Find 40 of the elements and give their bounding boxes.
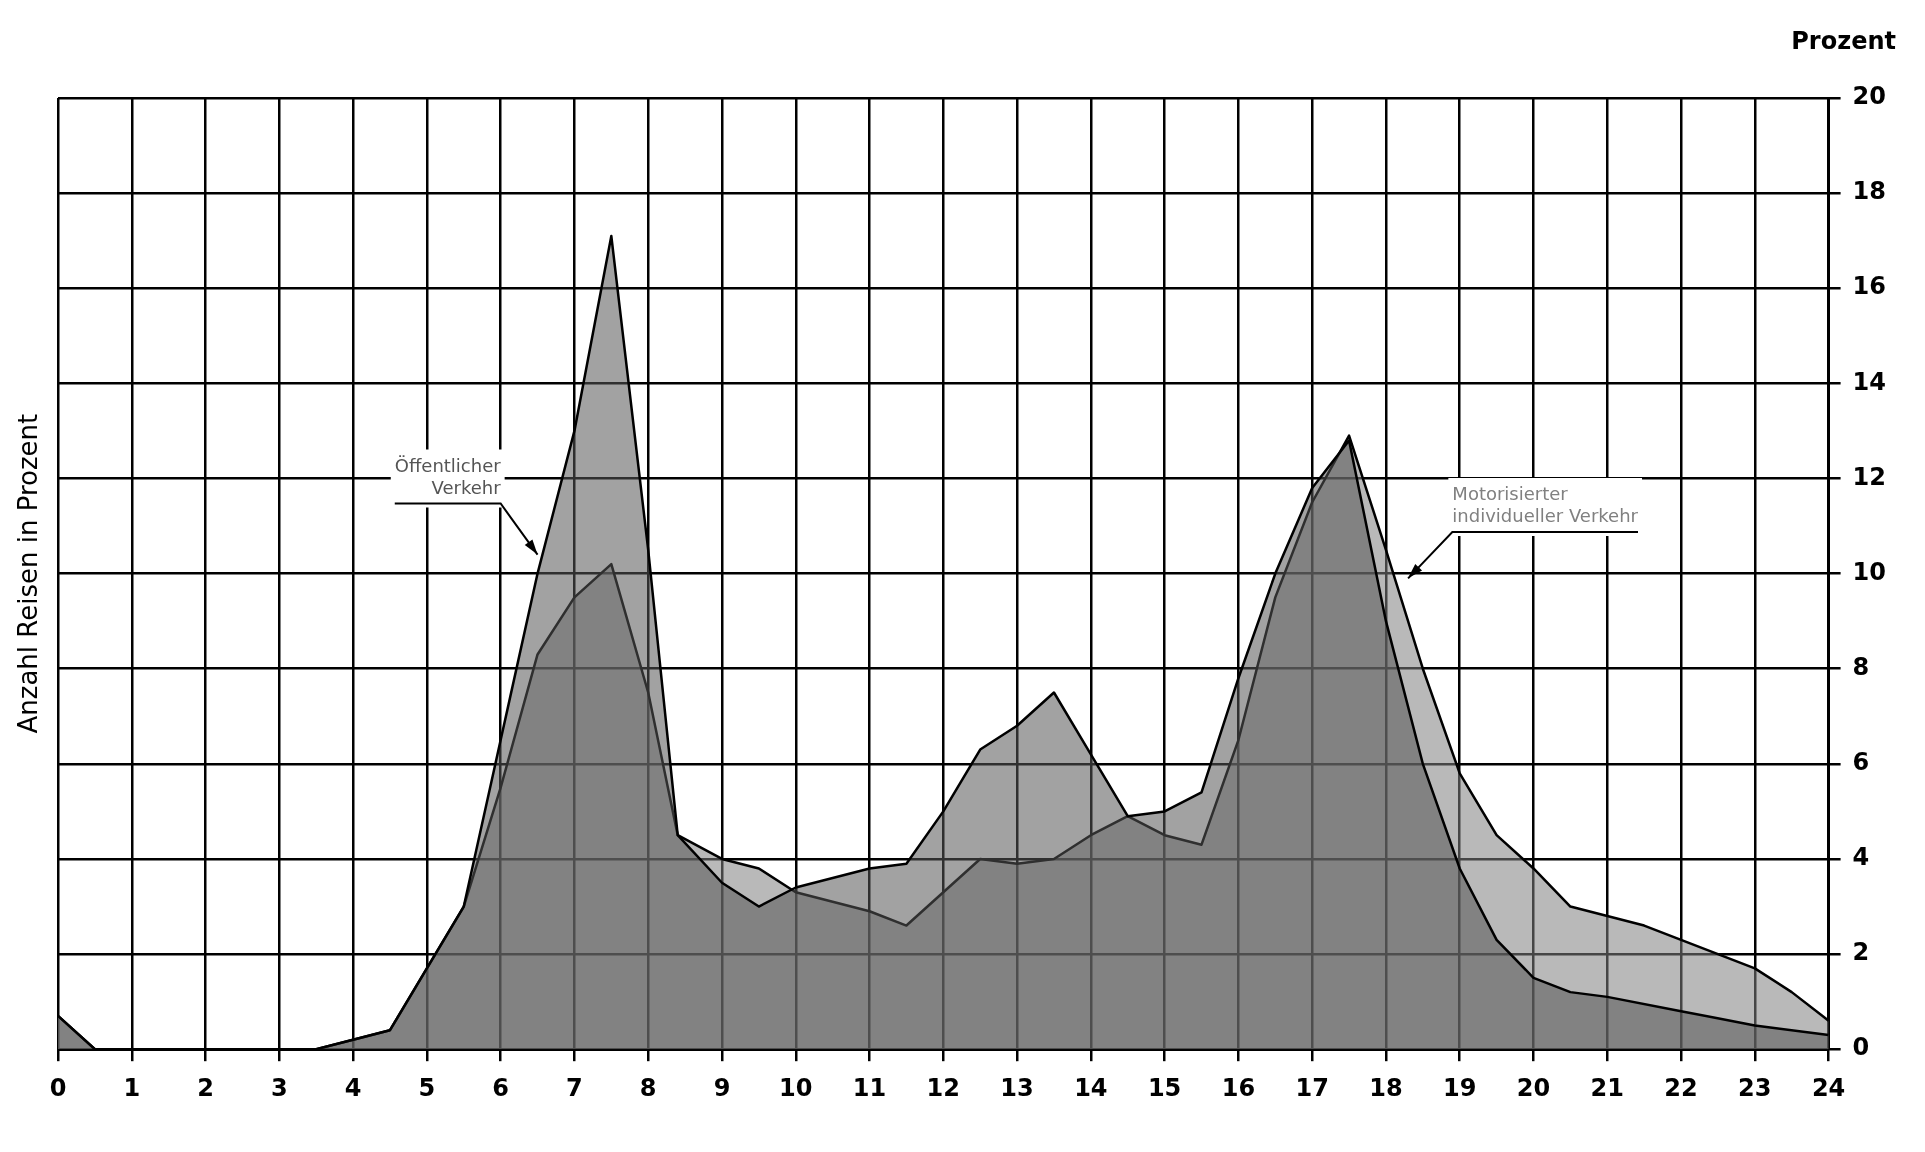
x-tick-label: 5 [418,1073,436,1102]
x-tick-label: 24 [1811,1073,1846,1102]
x-tick-label: 22 [1664,1073,1698,1102]
y-tick-label: 10 [1852,557,1887,586]
x-tick-label: 21 [1590,1073,1624,1102]
text: Prozent [1791,27,1896,56]
y-tick-label: 6 [1852,748,1870,777]
x-tick-label: 12 [926,1073,960,1102]
x-tick-label: 14 [1074,1073,1108,1102]
x-tick-label: 10 [779,1073,813,1102]
y-tick-label: 14 [1852,367,1887,396]
y-axis-title: Anzahl Reisen in Prozent [12,413,43,734]
x-tick-label: 19 [1443,1073,1477,1102]
x-tick-label: 17 [1295,1073,1329,1102]
x-tick-label: 8 [639,1073,657,1102]
y-tick-label: 8 [1852,652,1870,681]
x-tick-label: 1 [123,1073,141,1102]
x-tick-label: 20 [1516,1073,1551,1102]
x-tick-label: 4 [344,1073,362,1102]
y-tick-label: 20 [1852,82,1887,111]
x-tick-label: 23 [1738,1073,1772,1102]
y-tick-label: 16 [1852,272,1887,301]
x-tick-label: 13 [1000,1073,1034,1102]
x-tick-label: 18 [1369,1073,1403,1102]
x-tick-label: 3 [270,1073,288,1102]
x-tick-label: 6 [492,1073,509,1102]
x-tick-label: 0 [49,1073,67,1102]
y-tick-label: 0 [1852,1033,1870,1062]
x-tick-label: 11 [852,1073,887,1102]
y-tick-label: 18 [1852,177,1887,206]
x-tick-label: 15 [1147,1073,1182,1102]
x-tick-label: 7 [566,1073,583,1102]
y-tick-label: 4 [1852,843,1870,872]
x-tick-label: 9 [713,1073,731,1102]
x-tick-label: 16 [1221,1073,1256,1102]
y-tick-label: 12 [1852,462,1887,491]
x-tick-label: 2 [197,1073,214,1102]
text: Öffentlicher Verkehr [394,454,502,498]
text: Motorisierter individueller Verkehr [1452,483,1639,527]
y-tick-label: 2 [1852,938,1870,967]
